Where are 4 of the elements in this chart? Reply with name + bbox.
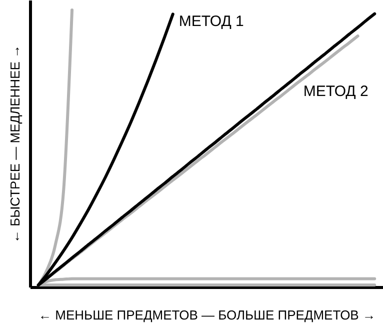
series-label: МЕТОД 1 — [178, 13, 244, 30]
x-axis-title: ← МЕНЬШЕ ПРЕДМЕТОВ — БОЛЬШЕ ПРЕДМЕТОВ → — [38, 308, 376, 322]
series-label: МЕТОД 2 — [303, 83, 368, 100]
y-axis-title: ← БЫСТРЕЕ — МЕДЛЕННЕЕ → — [8, 44, 22, 244]
